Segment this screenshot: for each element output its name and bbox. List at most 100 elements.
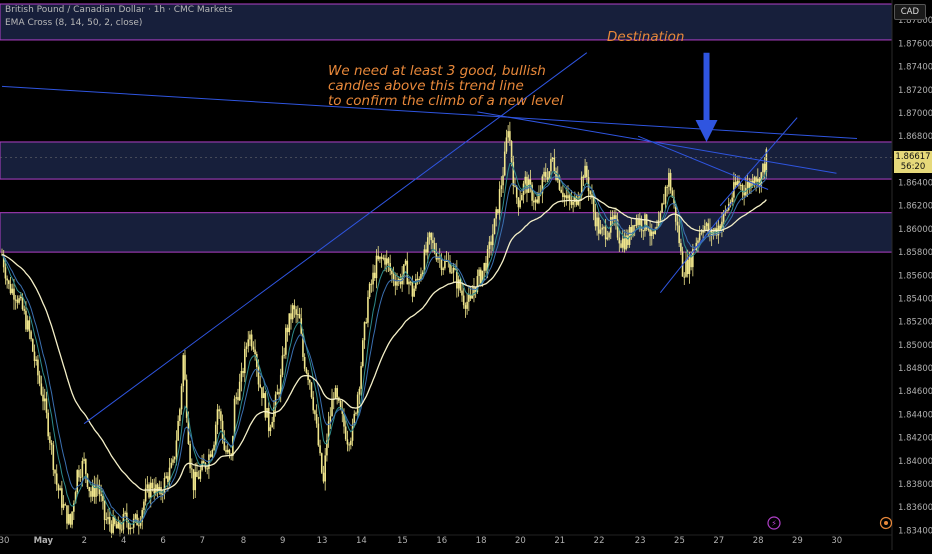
candle-body — [153, 488, 155, 494]
candle-body — [346, 439, 349, 445]
candle-body — [167, 476, 169, 482]
candle-body — [686, 259, 689, 275]
candle-body — [722, 212, 725, 222]
candle-body — [721, 221, 723, 230]
candle-body — [710, 228, 713, 236]
down-arrow — [695, 52, 718, 142]
candle-body — [367, 297, 369, 323]
candle-body — [21, 296, 24, 310]
candle-body — [647, 228, 650, 230]
candle-body — [584, 165, 586, 178]
candle-body — [237, 397, 239, 401]
candle-body — [456, 269, 458, 289]
candle-body — [192, 469, 195, 491]
candle-body — [664, 186, 667, 204]
currency-label[interactable]: CAD — [893, 4, 926, 20]
candle-body — [678, 225, 680, 244]
candle-body — [302, 333, 304, 358]
candle-body — [283, 354, 285, 356]
candle-body — [156, 484, 159, 492]
candle-body — [688, 255, 691, 275]
candle-body — [360, 366, 362, 389]
candle-body — [175, 440, 178, 457]
x-tick-label: 21 — [554, 536, 565, 546]
candle-body — [604, 227, 607, 240]
candle-body — [105, 519, 108, 521]
candle-body — [568, 195, 571, 201]
candle-body — [408, 281, 410, 285]
candle-body — [350, 440, 352, 445]
candle-body — [245, 346, 248, 349]
candle-body — [134, 514, 137, 519]
candle-body — [271, 421, 273, 428]
x-tick-label: 7 — [200, 536, 205, 546]
candle-body — [529, 179, 532, 185]
candle-body — [244, 348, 246, 374]
candle-body — [31, 339, 34, 352]
candle-body — [765, 149, 768, 173]
x-tick-label: 4 — [121, 536, 126, 546]
candle-body — [356, 394, 359, 413]
candle-body — [627, 235, 629, 245]
candle-body — [261, 387, 263, 399]
candle-body — [250, 334, 253, 347]
candle-body — [433, 242, 436, 252]
event-icon — [879, 516, 893, 530]
candle-body — [225, 449, 227, 453]
candle-body — [373, 272, 376, 279]
candle-body — [435, 251, 438, 260]
y-tick-label: 1.85600 — [898, 271, 932, 281]
candle-body — [654, 228, 657, 235]
candle-body — [129, 527, 132, 530]
candle-body — [136, 514, 138, 526]
candle-body — [510, 141, 513, 162]
candle-body — [66, 505, 68, 524]
candle-body — [326, 440, 328, 456]
candle-body — [698, 233, 701, 241]
candle-body — [462, 295, 465, 306]
candle-body — [495, 209, 497, 219]
candle-body — [115, 524, 118, 529]
candle-body — [750, 180, 752, 189]
candle-body — [131, 527, 133, 529]
candle-body — [444, 260, 446, 269]
candle-body — [26, 320, 29, 330]
x-tick-label: 29 — [792, 536, 803, 546]
candle-body — [100, 494, 102, 497]
y-tick-label: 1.86400 — [898, 179, 932, 189]
candle-body — [144, 488, 147, 502]
candle-body — [235, 397, 238, 399]
ema_slow-line — [1, 195, 767, 491]
candle-body — [464, 305, 467, 309]
candle-body — [189, 443, 191, 469]
candle-body — [331, 399, 333, 417]
candle-body — [252, 346, 255, 350]
candle-body — [430, 232, 433, 241]
candle-body — [536, 199, 539, 203]
candle-body — [74, 492, 77, 504]
candle-body — [187, 417, 190, 444]
candle-body — [763, 163, 766, 173]
annotation-line-3: to confirm the climb of a new level — [328, 93, 564, 109]
upper-resistance-zone — [0, 141, 893, 180]
x-tick-label: 23 — [635, 536, 646, 546]
candle-body — [249, 334, 251, 340]
candle-body — [760, 172, 763, 188]
candle-body — [753, 177, 756, 185]
candle-body — [54, 469, 56, 474]
candle-body — [671, 190, 674, 198]
candle-body — [497, 209, 499, 214]
candle-body — [291, 305, 294, 320]
candle-body — [76, 470, 79, 493]
candle-body — [423, 249, 426, 273]
candle-body — [344, 426, 347, 440]
candle-body — [95, 486, 97, 497]
candle-body — [30, 331, 32, 340]
candle-body — [734, 182, 737, 186]
candle-body — [64, 504, 67, 506]
candle-body — [589, 191, 592, 195]
candle-body — [526, 176, 528, 193]
candle-body — [391, 270, 393, 275]
